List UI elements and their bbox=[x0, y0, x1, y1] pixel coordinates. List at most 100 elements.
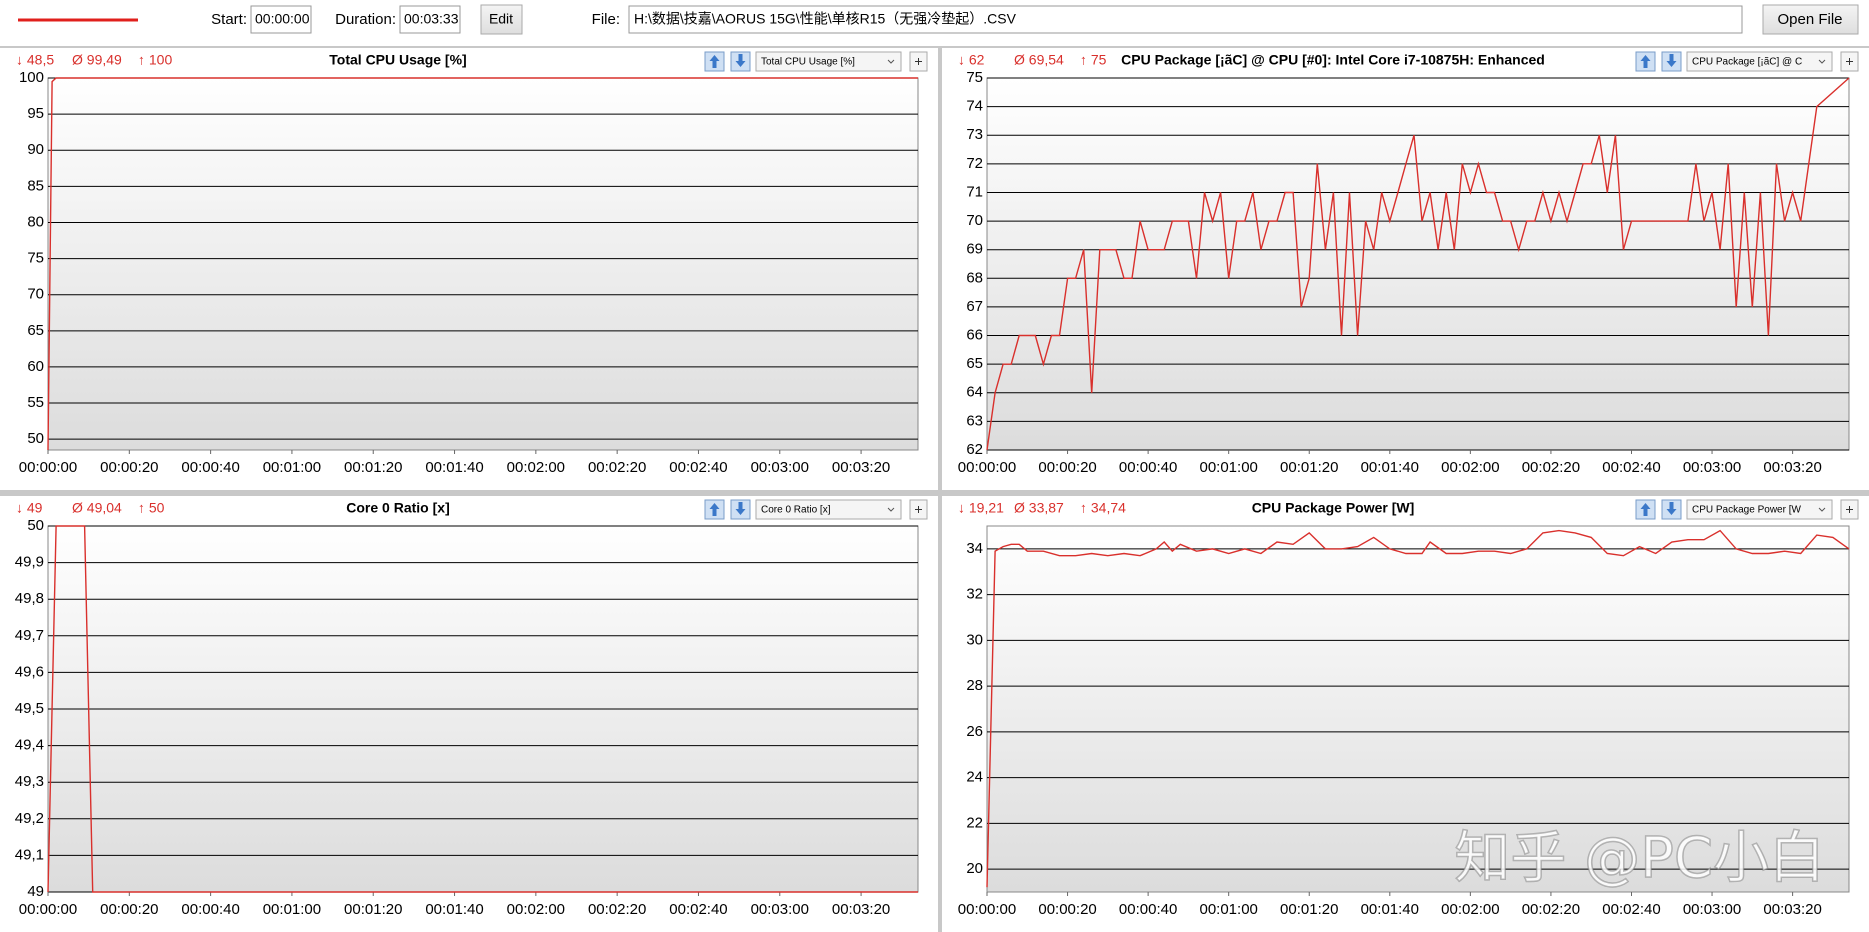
x-tick-label: 00:00:20 bbox=[100, 901, 158, 918]
x-tick-label: 00:01:40 bbox=[1361, 459, 1419, 476]
chart-title: CPU Package [¡ãC] @ CPU [#0]: Intel Core… bbox=[1121, 52, 1545, 68]
x-tick-label: 00:03:00 bbox=[1683, 459, 1741, 476]
chart-panel: ↓ 19,21 Ø 33,87 ↑ 34,74 CPU Package Power [… bbox=[942, 496, 1869, 932]
y-tick-label: 90 bbox=[27, 141, 44, 158]
y-tick-label: 70 bbox=[966, 212, 983, 229]
stat: ↓ 19,21 bbox=[958, 500, 1004, 516]
y-tick-label: 49 bbox=[27, 883, 44, 900]
x-tick-label: 00:00:00 bbox=[958, 901, 1016, 918]
x-tick-label: 00:02:00 bbox=[1441, 901, 1499, 918]
y-tick-label: 20 bbox=[966, 860, 983, 877]
y-tick-label: 60 bbox=[27, 358, 44, 375]
x-tick-label: 00:02:00 bbox=[507, 459, 565, 476]
duration-label: Duration: bbox=[335, 11, 396, 28]
x-tick-label: 00:02:20 bbox=[1522, 901, 1580, 918]
x-tick-label: 00:01:40 bbox=[1361, 901, 1419, 918]
x-tick-label: 00:01:00 bbox=[1199, 901, 1257, 918]
selector[interactable] bbox=[755, 51, 902, 72]
x-tick-label: 00:02:20 bbox=[588, 459, 646, 476]
selector-text: CPU Package [¡ãC] @ C bbox=[1692, 57, 1802, 68]
x-tick-label: 00:01:00 bbox=[263, 459, 321, 476]
x-tick-label: 00:00:40 bbox=[181, 459, 239, 476]
data-line bbox=[47, 77, 918, 451]
y-tick-label: 50 bbox=[27, 517, 44, 534]
selector-caret bbox=[1818, 59, 1826, 64]
plus-icon bbox=[1846, 506, 1853, 513]
selector[interactable] bbox=[755, 499, 902, 520]
x-tick-label: 00:00:00 bbox=[958, 459, 1016, 476]
y-tick-label: 49,4 bbox=[15, 737, 44, 754]
y-tick-label: 73 bbox=[966, 126, 983, 143]
plus-icon bbox=[915, 506, 922, 513]
plot-area bbox=[986, 77, 1850, 451]
stat: ↑ 50 bbox=[138, 500, 165, 516]
x-tick-label: 00:01:00 bbox=[263, 901, 321, 918]
arrow-icon bbox=[1666, 502, 1677, 515]
arrow-icon bbox=[1666, 54, 1677, 67]
y-tick-label: 65 bbox=[966, 355, 983, 372]
y-tick-label: 85 bbox=[27, 177, 44, 194]
chart-panel: ↓ 48,5 Ø 99,49 ↑ 100 Total CPU Usage [%] Tot… bbox=[0, 48, 938, 490]
plus-icon bbox=[1846, 58, 1853, 65]
start-value: 00:00:00 bbox=[255, 11, 310, 27]
selector-caret bbox=[887, 507, 895, 512]
y-tick-label: 49,3 bbox=[15, 773, 44, 790]
y-tick-label: 69 bbox=[966, 241, 983, 258]
arrow-icon bbox=[709, 503, 720, 516]
x-tick-label: 00:02:20 bbox=[588, 901, 646, 918]
duration-value: 00:03:33 bbox=[404, 11, 459, 27]
selector[interactable] bbox=[1686, 499, 1833, 520]
start-label: Start: bbox=[211, 11, 247, 28]
arrow-icon bbox=[709, 55, 720, 68]
arrow-icon bbox=[735, 54, 746, 67]
x-tick-label: 00:03:00 bbox=[1683, 901, 1741, 918]
x-tick-label: 00:00:00 bbox=[19, 901, 77, 918]
x-tick-label: 00:01:40 bbox=[425, 459, 483, 476]
y-tick-label: 24 bbox=[966, 769, 983, 786]
data-line bbox=[986, 77, 1850, 451]
stat: Ø 99,49 bbox=[72, 52, 122, 68]
x-tick-label: 00:03:20 bbox=[832, 901, 890, 918]
open-file-button[interactable] bbox=[1762, 4, 1859, 35]
x-tick-label: 00:00:20 bbox=[1038, 901, 1096, 918]
plus-icon bbox=[915, 58, 922, 65]
x-tick-label: 00:00:20 bbox=[1038, 459, 1096, 476]
x-tick-label: 00:00:20 bbox=[100, 459, 158, 476]
selector-text: Core 0 Ratio [x] bbox=[761, 505, 831, 516]
stat: ↓ 48,5 bbox=[16, 52, 54, 68]
y-tick-label: 49,1 bbox=[15, 846, 44, 863]
start-input[interactable] bbox=[250, 5, 312, 34]
y-tick-label: 80 bbox=[27, 213, 44, 230]
y-tick-label: 70 bbox=[27, 286, 44, 303]
open-file-label: Open File bbox=[1777, 11, 1842, 28]
y-tick-label: 50 bbox=[27, 430, 44, 447]
stat: ↓ 49 bbox=[16, 500, 43, 516]
duration-input[interactable] bbox=[399, 5, 461, 34]
x-tick-label: 00:01:20 bbox=[1280, 901, 1338, 918]
x-tick-label: 00:00:40 bbox=[1119, 459, 1177, 476]
y-tick-label: 71 bbox=[966, 183, 983, 200]
y-tick-label: 67 bbox=[966, 298, 983, 315]
stat: ↓ 62 bbox=[958, 52, 985, 68]
y-tick-label: 49,9 bbox=[15, 554, 44, 571]
y-tick-label: 65 bbox=[27, 322, 44, 339]
edit-button[interactable] bbox=[480, 4, 523, 35]
x-tick-label: 00:03:20 bbox=[1763, 459, 1821, 476]
x-tick-label: 00:02:20 bbox=[1522, 459, 1580, 476]
plot-area bbox=[47, 77, 919, 451]
selector-text: CPU Package Power [W bbox=[1692, 505, 1801, 516]
selector[interactable] bbox=[1686, 51, 1833, 72]
arrow-icon bbox=[1640, 503, 1651, 516]
file-input[interactable] bbox=[628, 5, 1743, 34]
y-tick-label: 22 bbox=[966, 814, 983, 831]
y-tick-label: 72 bbox=[966, 155, 983, 172]
y-tick-label: 75 bbox=[966, 69, 983, 86]
y-tick-label: 100 bbox=[19, 69, 44, 86]
x-tick-label: 00:02:40 bbox=[1602, 459, 1660, 476]
x-tick-label: 00:00:40 bbox=[1119, 901, 1177, 918]
y-tick-label: 32 bbox=[966, 586, 983, 603]
stat: ↑ 34,74 bbox=[1080, 500, 1126, 516]
y-tick-label: 74 bbox=[966, 98, 983, 115]
selector-caret bbox=[1818, 507, 1826, 512]
